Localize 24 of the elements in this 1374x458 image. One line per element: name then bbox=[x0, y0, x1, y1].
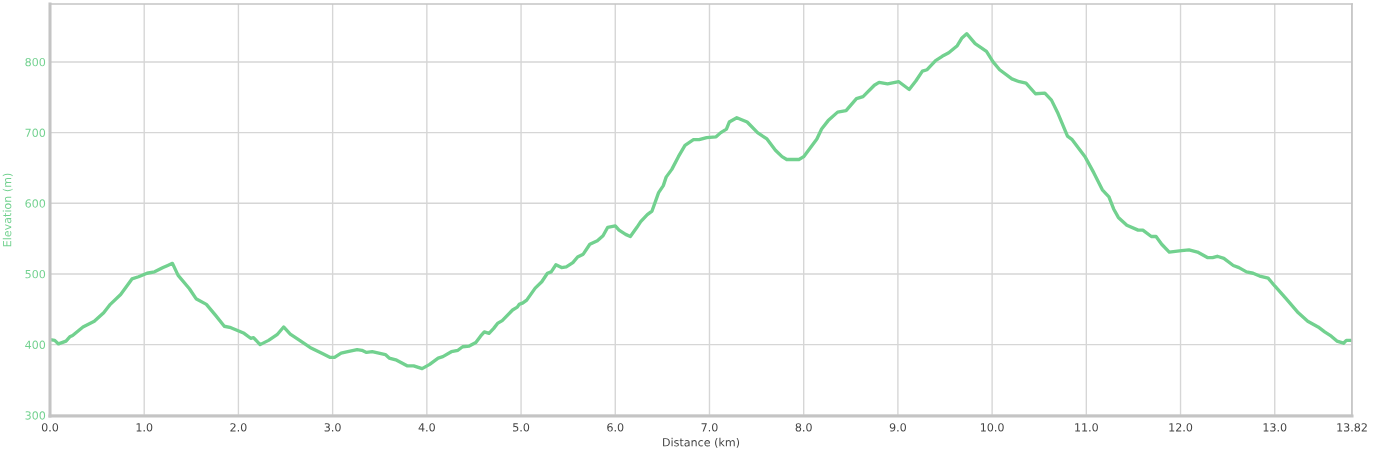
x-tick-label: 13.82 bbox=[1337, 423, 1367, 432]
y-tick-label: 500 bbox=[25, 269, 46, 279]
line-series bbox=[50, 32, 1352, 371]
x-axis-title: Distance (km) bbox=[663, 437, 740, 448]
x-tick-label: 0.0 bbox=[41, 423, 59, 432]
x-tick-label: 3.0 bbox=[324, 423, 341, 432]
x-tick-label: 5.0 bbox=[513, 423, 530, 432]
y-tick-label: 700 bbox=[25, 128, 46, 137]
y-tick-label: 400 bbox=[25, 340, 46, 349]
x-tick-label: 13.0 bbox=[1263, 423, 1287, 432]
y-axis-title: Elevation (m) bbox=[2, 173, 13, 247]
x-tick-label: 6.0 bbox=[607, 423, 624, 432]
x-tick-label: 2.0 bbox=[230, 423, 247, 432]
y-tick-label: 800 bbox=[25, 57, 46, 67]
y-tick-label: 600 bbox=[25, 199, 46, 208]
x-tick-label: 7.0 bbox=[701, 423, 718, 432]
x-tick-label: 12.0 bbox=[1169, 423, 1193, 432]
x-tick-label: 1.0 bbox=[136, 423, 153, 432]
x-tick-label: 8.0 bbox=[795, 423, 812, 432]
x-tick-label: 9.0 bbox=[889, 423, 906, 432]
x-tick-label: 10.0 bbox=[980, 423, 1004, 432]
x-tick-label: 11.0 bbox=[1075, 423, 1098, 432]
y-tick-label: 300 bbox=[25, 411, 46, 420]
x-tick-label: 4.0 bbox=[418, 423, 435, 432]
